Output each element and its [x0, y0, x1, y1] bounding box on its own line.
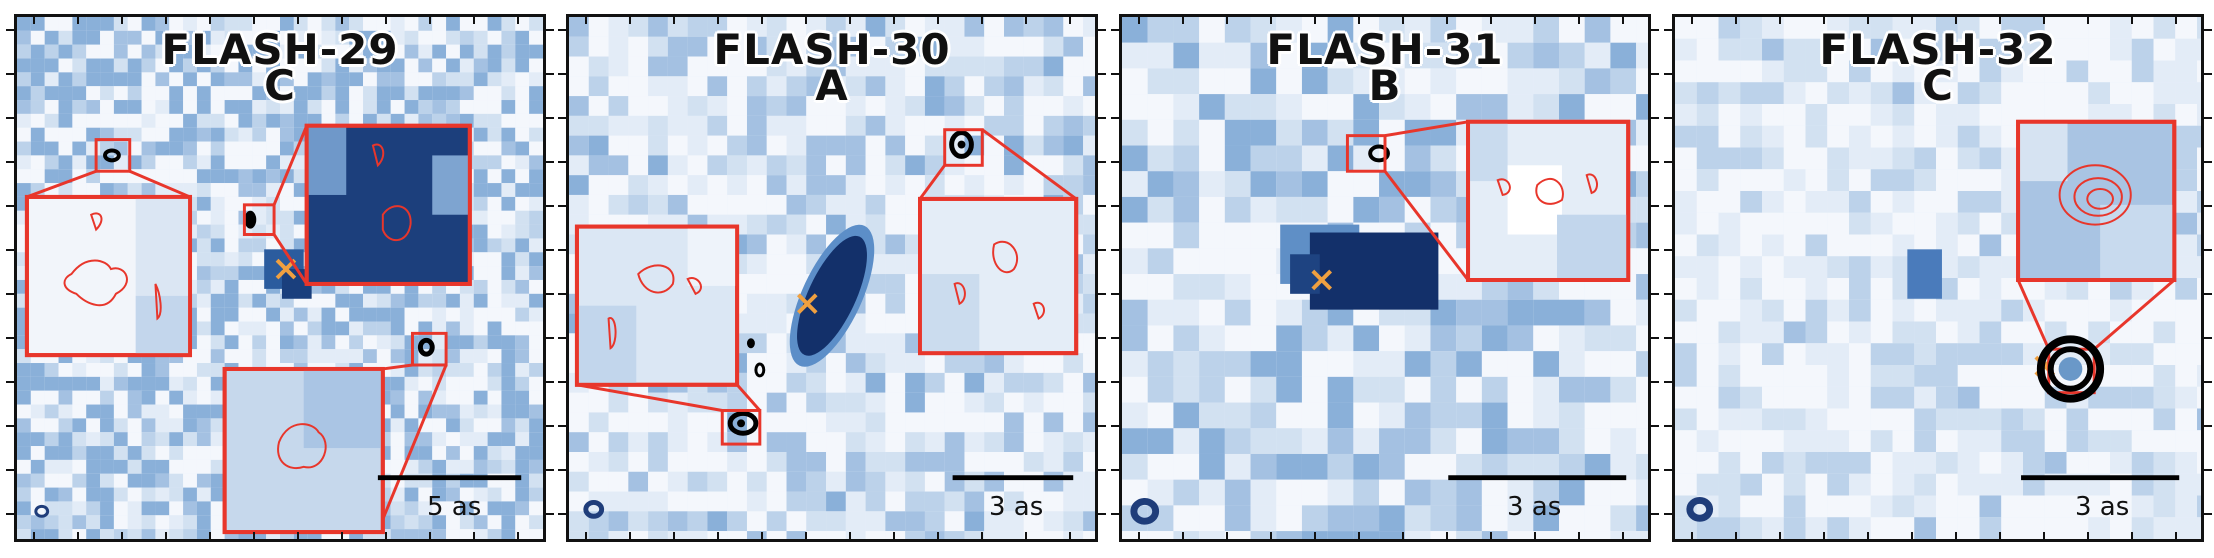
panel-title: FLASH-30 — [713, 25, 951, 74]
panel-flash-29: FLASH-29 C 5 as — [14, 14, 546, 542]
scalebar-label: 3 as — [989, 492, 1044, 522]
panel-title: FLASH-29 — [161, 25, 399, 74]
panel-title: FLASH-31 — [1266, 25, 1504, 74]
panel-flash-32: FLASH-32 C 3 as — [1672, 14, 2204, 542]
panel-flash-31: FLASH-31 B 3 as — [1119, 14, 1651, 542]
panel-subtitle: C — [264, 61, 296, 110]
panel-flash-30: FLASH-30 A 3 as — [566, 14, 1098, 542]
scalebar-label: 3 as — [1507, 492, 1562, 522]
image-map — [17, 17, 543, 539]
scalebar-label: 3 as — [2075, 492, 2130, 522]
panel-title: FLASH-32 — [1819, 25, 2057, 74]
panel-subtitle: C — [1922, 61, 1954, 110]
panel-subtitle: B — [1368, 61, 1402, 110]
image-map — [1675, 17, 2201, 539]
image-map — [569, 17, 1095, 539]
image-map — [1122, 17, 1648, 539]
scalebar-label: 5 as — [427, 492, 482, 522]
panel-subtitle: A — [815, 61, 849, 110]
